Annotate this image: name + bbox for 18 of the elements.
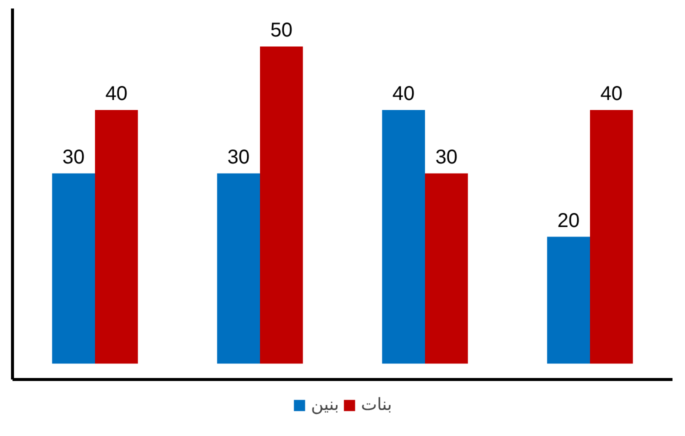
legend-label: بنين	[311, 395, 339, 415]
bar	[52, 173, 95, 364]
bar	[547, 236, 590, 364]
bar	[260, 46, 303, 364]
bar	[217, 173, 260, 364]
data-label: 30	[227, 146, 250, 168]
data-label: 40	[392, 82, 415, 105]
bar	[425, 173, 468, 364]
data-label: 30	[62, 146, 85, 168]
bar	[95, 110, 138, 364]
data-label: 40	[105, 82, 128, 105]
data-label: 20	[557, 210, 580, 232]
bar	[382, 110, 425, 364]
data-label: 50	[270, 20, 293, 42]
legend-label: بنات	[360, 395, 392, 415]
data-label: 40	[600, 82, 623, 105]
bar	[590, 110, 633, 364]
data-label: 30	[435, 146, 458, 168]
